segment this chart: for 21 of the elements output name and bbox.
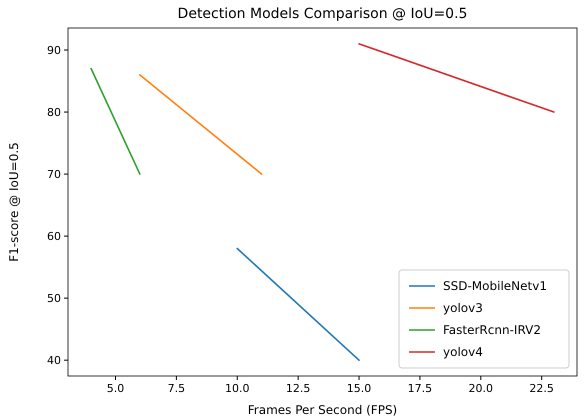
y-tick-label: 50 [47,292,61,306]
x-axis-title: Frames Per Second (FPS) [248,403,398,417]
x-tick-label: 20.0 [468,382,494,395]
y-tick-label: 80 [47,106,61,120]
x-tick-label: 22.5 [529,382,554,395]
x-tick-label: 10.0 [225,382,250,395]
legend-label: SSD-MobileNetv1 [443,279,547,293]
x-tick-label: 12.5 [286,382,310,395]
chart-title: Detection Models Comparison @ IoU=0.5 [178,6,468,22]
y-axis-title: F1-score @ IoU=0.5 [7,142,21,262]
y-tick-label: 60 [47,230,61,244]
legend-label: yolov4 [443,345,483,359]
x-tick-label: 15.0 [346,382,372,395]
legend-label: FasterRcnn-IRV2 [443,323,541,337]
y-tick-label: 90 [47,44,61,58]
y-tick-label: 70 [47,168,61,182]
x-tick-label: 5.0 [106,382,124,395]
x-tick-label: 17.5 [408,382,432,395]
legend-label: yolov3 [443,301,483,315]
y-tick-label: 40 [47,354,61,368]
x-tick-label: 7.5 [168,382,186,395]
